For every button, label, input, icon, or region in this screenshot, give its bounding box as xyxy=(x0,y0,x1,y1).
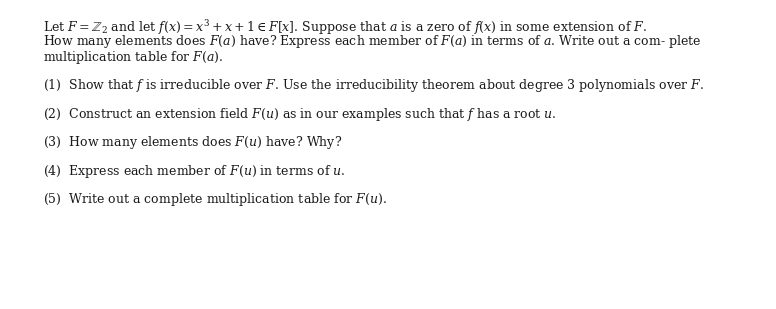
Text: (4)  Express each member of $F(u)$ in terms of $u$.: (4) Express each member of $F(u)$ in ter… xyxy=(43,163,345,180)
Text: (1)  Show that $f$ is irreducible over $F$. Use the irreducibility theorem about: (1) Show that $f$ is irreducible over $F… xyxy=(43,78,704,95)
Text: (2)  Construct an extension field $F(u)$ as in our examples such that $f$ has a : (2) Construct an extension field $F(u)$ … xyxy=(43,106,556,123)
Text: (3)  How many elements does $F(u)$ have? Why?: (3) How many elements does $F(u)$ have? … xyxy=(43,134,342,151)
Text: (5)  Write out a complete multiplication table for $F(u)$.: (5) Write out a complete multiplication … xyxy=(43,192,387,209)
Text: Let $F = \mathbb{Z}_2$ and let $f(x) = x^3 + x + 1 \in F[x]$. Suppose that $a$ i: Let $F = \mathbb{Z}_2$ and let $f(x) = x… xyxy=(43,18,647,37)
Text: How many elements does $F(a)$ have? Express each member of $F(a)$ in terms of $a: How many elements does $F(a)$ have? Expr… xyxy=(43,33,702,50)
Text: multiplication table for $F(a)$.: multiplication table for $F(a)$. xyxy=(43,49,223,66)
